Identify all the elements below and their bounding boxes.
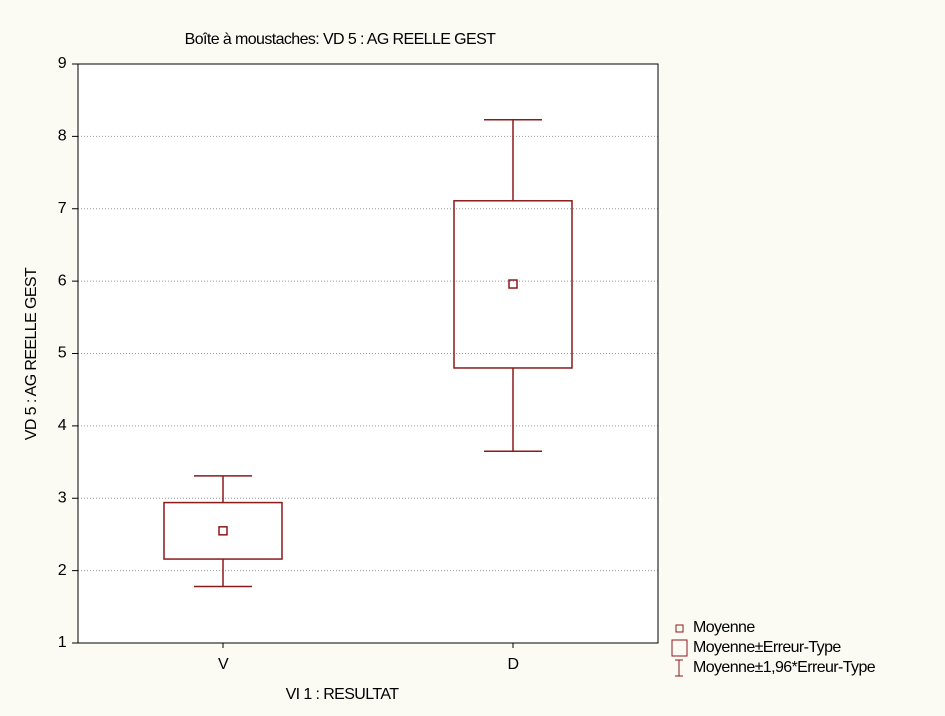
legend-icon bbox=[671, 639, 688, 657]
plot-frame bbox=[77, 63, 659, 644]
x-tick-label: D bbox=[508, 656, 519, 673]
box bbox=[163, 501, 283, 560]
mean-marker bbox=[508, 279, 518, 289]
chart-title: Boîte à moustaches: VD 5 : AG REELLE GES… bbox=[185, 31, 496, 48]
y-axis-label: VD 5 : AG REELLE GEST bbox=[23, 267, 40, 440]
x-tick-label: V bbox=[218, 656, 229, 673]
y-tick-label: 5 bbox=[58, 345, 67, 362]
legend-icon bbox=[675, 624, 684, 633]
y-tick-label: 6 bbox=[58, 272, 67, 289]
box bbox=[453, 200, 573, 369]
y-tick-label: 1 bbox=[58, 634, 67, 651]
legend-label: Moyenne±1,96*Erreur-Type bbox=[693, 659, 876, 676]
y-tick-label: 7 bbox=[58, 200, 67, 217]
legend-label: Moyenne bbox=[693, 619, 755, 636]
y-tick-label: 9 bbox=[58, 55, 67, 72]
y-tick-label: 8 bbox=[58, 128, 67, 145]
y-tick-label: 3 bbox=[58, 489, 67, 506]
mean-marker bbox=[218, 526, 228, 536]
legend-label: Moyenne±Erreur-Type bbox=[693, 639, 841, 656]
y-tick-label: 2 bbox=[58, 562, 67, 579]
y-tick-label: 4 bbox=[58, 417, 67, 434]
x-axis-label: VI 1 : RESULTAT bbox=[286, 686, 400, 703]
